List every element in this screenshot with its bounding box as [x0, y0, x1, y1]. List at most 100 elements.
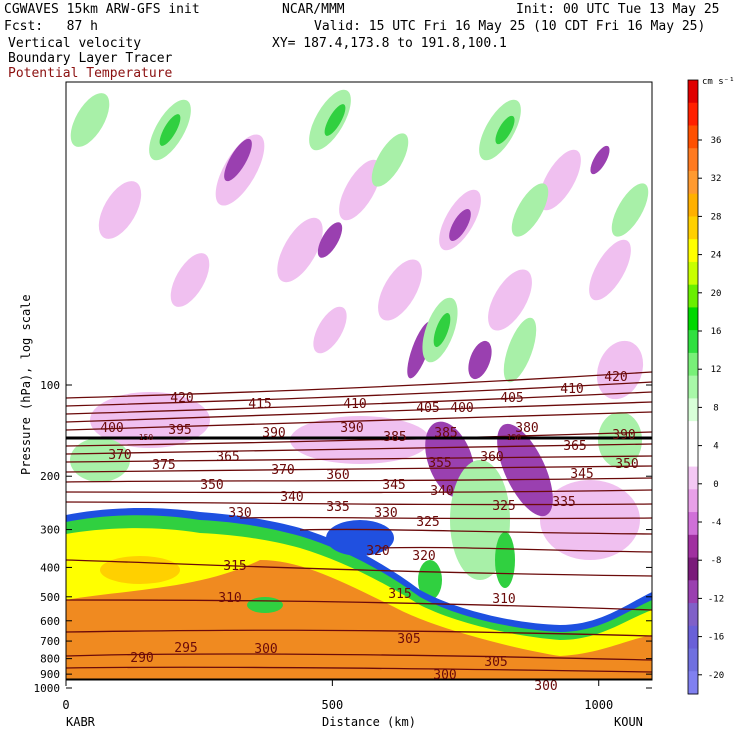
theta-label-375: 375 — [152, 458, 175, 473]
theta-label-390: 390 — [612, 428, 635, 443]
color-scale-swatch — [688, 580, 698, 604]
color-scale-label-4: 4 — [713, 442, 718, 452]
color-scale-bar: 36 32 28 24 20 16 12 8 4 0 -4 -8 -12 -16 -20 — [687, 79, 724, 695]
theta-label-385: 385 — [383, 430, 406, 445]
theta-label-370: 370 — [271, 463, 294, 478]
color-scale-swatch — [688, 170, 698, 195]
color-scale-swatch — [688, 284, 698, 308]
theta-label-350: 350 — [615, 457, 638, 472]
color-scale-swatch — [688, 307, 698, 331]
theta-label-305: 305 — [484, 655, 507, 670]
start-station-label: KABR — [66, 715, 96, 729]
color-scale-label-12: 12 — [711, 365, 722, 375]
color-scale-swatch — [688, 603, 698, 627]
theta-label-405: 405 — [500, 391, 523, 406]
color-scale-swatch — [688, 625, 698, 650]
color-scale-swatch — [688, 261, 698, 286]
y-tick-label-900: 900 — [40, 668, 60, 681]
theta-label-315: 315 — [388, 587, 411, 602]
theta-label-150: 150 — [507, 433, 522, 442]
color-scale-label-20: 20 — [711, 289, 722, 299]
end-station-label: KOUN — [614, 715, 643, 729]
theta-label-370: 370 — [108, 448, 131, 463]
y-tick-label-800: 800 — [40, 653, 60, 666]
theta-label-330: 330 — [228, 506, 251, 521]
theta-label-400: 400 — [450, 401, 473, 416]
color-scale-label-0: 0 — [713, 480, 718, 490]
theta-label-310: 310 — [492, 592, 515, 607]
field-boundary-layer-tracer: Boundary Layer Tracer — [8, 51, 173, 66]
theta-label-305: 305 — [397, 632, 420, 647]
color-scale-swatch — [688, 512, 698, 536]
y-tick-label-700: 700 — [40, 635, 60, 648]
valid-time: Valid: 15 UTC Fri 16 May 25 (10 CDT Fri … — [314, 19, 706, 34]
cross-section-endpoints: XY= 187.4,173.8 to 191.8,100.1 — [272, 36, 507, 51]
theta-label-325: 325 — [492, 499, 515, 514]
x-axis-label: Distance (km) — [322, 715, 416, 729]
color-scale-swatch — [688, 239, 698, 263]
color-scale-label-36: 36 — [711, 136, 722, 146]
color-scale-swatch — [688, 398, 698, 422]
potential-temperature-contours — [66, 371, 652, 673]
theta-label-300: 300 — [534, 679, 557, 694]
color-scale-label-16: 16 — [711, 327, 722, 337]
y-tick-label-500: 500 — [40, 591, 60, 604]
theta-label-355: 355 — [428, 456, 451, 471]
color-scale-swatch — [688, 534, 698, 559]
color-scale-label--12: -12 — [708, 594, 724, 604]
theta-label-360: 360 — [326, 468, 349, 483]
y-tick-label-600: 600 — [40, 615, 60, 628]
color-scale-label--16: -16 — [708, 633, 724, 643]
theta-label-330: 330 — [374, 506, 397, 521]
theta-label-325: 325 — [416, 515, 439, 530]
x-axis-ticks: 0 500 1000 — [62, 680, 613, 712]
theta-label-410: 410 — [560, 382, 583, 397]
theta-label-405: 405 — [416, 401, 439, 416]
org-label: NCAR/MMM — [282, 2, 345, 17]
theta-label-340: 340 — [280, 490, 303, 505]
model-title: CGWAVES 15km ARW-GFS init — [4, 2, 200, 17]
x-tick-label-0: 0 — [62, 698, 69, 712]
color-scale-label--4: -4 — [711, 518, 722, 528]
color-scale-swatch — [688, 125, 698, 149]
theta-label-295: 295 — [174, 641, 197, 656]
init-time: Init: 00 UTC Tue 13 May 25 — [516, 2, 720, 17]
theta-label-335: 335 — [326, 500, 349, 515]
color-scale-swatch — [688, 330, 698, 354]
color-scale-label-24: 24 — [711, 251, 722, 261]
theta-label-365: 365 — [216, 450, 239, 465]
theta-label-340: 340 — [430, 484, 453, 499]
theta-label-365: 365 — [563, 439, 586, 454]
theta-label-415: 415 — [248, 397, 271, 412]
plot-frame — [65, 81, 653, 681]
vertical-velocity-downward-field — [90, 134, 644, 560]
color-scale-label-28: 28 — [711, 212, 722, 222]
color-scale-swatch — [688, 648, 698, 672]
boundary-layer-tracer-field — [66, 508, 652, 680]
y-tick-label-1000: 1000 — [34, 682, 61, 695]
theta-label-390: 390 — [340, 421, 363, 436]
color-scale-swatch — [688, 216, 698, 240]
color-scale-swatch — [688, 80, 698, 104]
theta-label-320: 320 — [366, 544, 389, 559]
theta-label-400: 400 — [100, 421, 123, 436]
y-axis-label: Pressure (hPa), log scale — [19, 294, 33, 475]
color-scale-label-8: 8 — [713, 403, 718, 413]
color-scale-swatch — [688, 443, 698, 468]
color-scale-label--20: -20 — [708, 671, 724, 681]
theta-label-385: 385 — [434, 426, 457, 441]
color-scale-swatch — [688, 671, 698, 695]
color-scale-swatch — [688, 102, 698, 126]
theta-label-390: 390 — [262, 426, 285, 441]
theta-label-350: 350 — [200, 478, 223, 493]
theta-label-290: 290 — [130, 651, 153, 666]
color-scale-label-32: 32 — [711, 174, 722, 184]
theta-label-300: 300 — [433, 668, 456, 683]
color-scale-swatch — [688, 148, 698, 172]
theta-label-410: 410 — [343, 397, 366, 412]
theta-label-335: 335 — [552, 495, 575, 510]
color-scale-swatch — [688, 557, 698, 581]
color-scale-swatch — [688, 352, 698, 377]
theta-label-420: 420 — [604, 370, 627, 385]
